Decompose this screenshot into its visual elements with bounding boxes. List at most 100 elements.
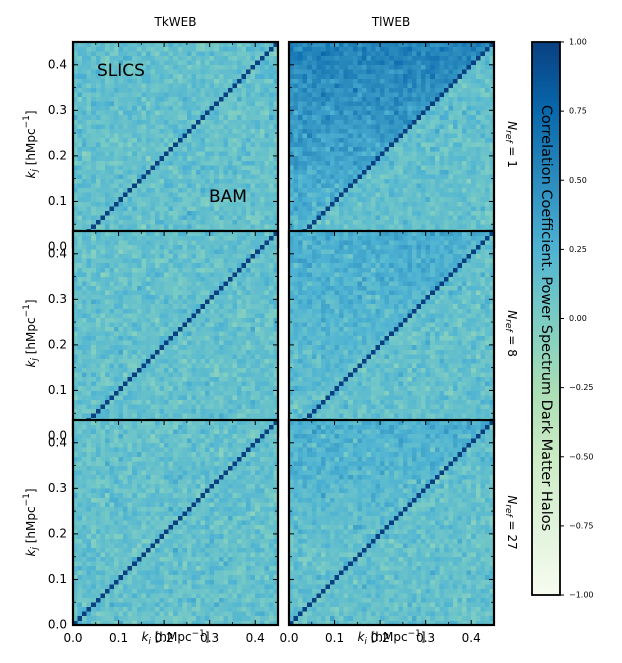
heatmap-cells [289,42,495,248]
heatmap-cell [177,96,183,102]
heatmap-cell [471,96,477,102]
heatmap-cell [398,83,404,88]
heatmap-cell [118,142,124,148]
heatmap-cell [196,210,201,216]
heatmap-cell [186,413,192,419]
heatmap-cell [412,187,417,193]
heatmap-cell [141,60,147,66]
heatmap-cell [227,119,233,125]
heatmap-cell [227,390,233,396]
heatmap-cell [141,215,147,221]
heatmap-cell [127,215,133,221]
heatmap-cell [91,354,97,359]
heatmap-cell [457,178,463,184]
heatmap-cell [82,385,88,391]
heatmap-cell [177,60,183,66]
heatmap-cell [371,42,376,47]
heatmap-cell [466,83,472,88]
heatmap-cell [191,358,197,364]
heatmap-cell [136,124,142,129]
heatmap-cell [375,55,381,61]
heatmap-cell [132,174,138,180]
heatmap-cell [484,105,490,111]
heatmap-cell [298,183,304,189]
heatmap-cell [250,219,256,225]
heatmap-cell [462,155,468,161]
heatmap-cell [489,124,495,129]
heatmap-cell [343,92,349,98]
heatmap-cell [412,160,417,166]
heatmap-cell [255,83,261,88]
heatmap-cell [268,192,274,198]
heatmap-cell [159,151,165,157]
heatmap-cell [273,51,279,57]
heatmap-cell [82,155,88,161]
heatmap-cell [325,183,331,189]
heatmap-cell [155,385,160,391]
heatmap-cell [273,413,279,419]
heatmap-cell [412,137,417,143]
heatmap-cell [191,192,197,198]
heatmap-cell [255,64,261,70]
heatmap-cell [123,349,129,355]
heatmap-cell [223,146,229,152]
heatmap-cell [289,219,294,225]
heatmap-cell [357,64,363,70]
heatmap-cell [412,133,417,139]
heatmap-cell [241,367,247,373]
heatmap-cell [393,210,399,216]
heatmap-cell [375,64,381,70]
heatmap-cell [264,110,270,116]
heatmap-cell [123,178,129,184]
heatmap-cell [259,133,265,139]
heatmap-cell [430,146,436,152]
heatmap-cell [334,151,340,157]
heatmap-cell [255,224,261,230]
heatmap-cell [118,187,124,193]
heatmap-cell [186,110,192,116]
heatmap-cell [118,60,124,66]
heatmap-cell [164,206,170,211]
heatmap-cell [168,124,174,129]
heatmap-cell [145,358,151,364]
heatmap-cell [453,119,458,125]
heatmap-cell [320,119,326,125]
heatmap-cell [227,210,233,216]
heatmap-cell [227,381,233,387]
heatmap-cell [136,178,142,184]
heatmap-cell [330,215,335,221]
heatmap-cell [100,137,106,143]
heatmap-cell [73,165,78,170]
heatmap-cell [200,105,206,111]
heatmap-cell [366,142,372,148]
heatmap-cell [150,96,156,102]
heatmap-cell [104,385,110,391]
heatmap-cell [218,46,224,52]
heatmap-cell [348,183,354,189]
heatmap-cell [209,372,215,378]
heatmap-cell [123,114,129,120]
heatmap-cell [316,210,322,216]
heatmap-cell [375,87,381,93]
heatmap-cell [86,206,92,211]
heatmap-cell [289,178,294,184]
heatmap-cell [361,210,367,216]
heatmap-cell [302,78,308,84]
heatmap-cell [339,128,345,134]
heatmap-cell [145,178,151,184]
heatmap-cell [307,137,313,143]
heatmap-cell [155,363,160,369]
heatmap-cell [227,42,233,47]
heatmap-cell [77,201,83,207]
heatmap-cell [77,51,83,57]
heatmap-cell [123,83,129,88]
heatmap-cell [127,60,133,66]
heatmap-cell [348,69,354,75]
heatmap-cell [393,196,399,202]
heatmap-cell [136,215,142,221]
heatmap-cell [196,219,201,225]
heatmap-cell [200,151,206,157]
heatmap-cell [443,60,449,66]
heatmap-cell [155,142,160,148]
heatmap-cell [339,92,345,98]
